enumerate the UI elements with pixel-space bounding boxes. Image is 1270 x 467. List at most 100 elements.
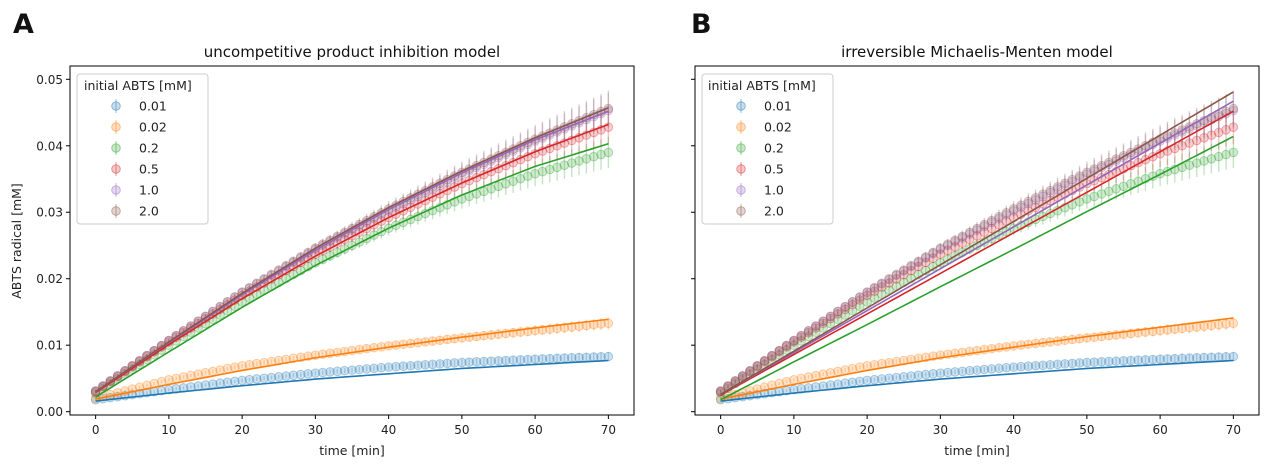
data-point <box>1001 209 1012 220</box>
legend-marker <box>111 143 121 153</box>
legend-marker <box>736 206 746 216</box>
data-point <box>1096 189 1107 199</box>
x-tick-label: 70 <box>601 423 616 437</box>
data-point <box>1067 358 1078 369</box>
data-point <box>972 225 982 235</box>
data-point <box>781 340 792 351</box>
data-point <box>957 238 968 248</box>
data-point <box>244 374 255 385</box>
data-point <box>986 215 997 226</box>
data-point <box>559 160 570 170</box>
data-point <box>596 149 606 160</box>
data-point <box>913 261 924 272</box>
data-point <box>442 358 453 369</box>
data-point <box>928 369 938 379</box>
data-point <box>515 355 526 365</box>
y-axis-label: ABTS radical [mM] <box>9 183 24 299</box>
y-tick-label: 0.05 <box>36 73 63 87</box>
data-point <box>950 235 960 246</box>
data-point <box>862 297 872 307</box>
data-point <box>1177 140 1187 151</box>
data-point <box>920 252 931 262</box>
data-point <box>884 274 894 285</box>
data-point <box>847 305 858 316</box>
data-point <box>435 359 445 369</box>
data-point <box>471 357 482 367</box>
data-point <box>1016 202 1026 213</box>
data-point <box>266 372 277 383</box>
data-point <box>1111 356 1121 366</box>
legend-entry-label: 0.02 <box>764 120 792 135</box>
data-point <box>803 327 814 338</box>
data-point <box>796 336 807 346</box>
data-point <box>935 249 946 259</box>
data-point <box>530 168 540 179</box>
data-point <box>906 261 916 272</box>
data-point <box>935 244 946 255</box>
data-point <box>876 374 887 384</box>
data-point <box>906 260 916 271</box>
data-point <box>1060 178 1070 189</box>
data-point <box>869 374 880 385</box>
legend-marker <box>736 164 746 174</box>
x-tick-label: 60 <box>527 423 542 437</box>
data-point <box>906 371 916 381</box>
data-point <box>1228 103 1239 114</box>
data-point <box>1045 187 1056 198</box>
data-point <box>752 362 763 372</box>
data-point <box>774 347 785 357</box>
data-point <box>789 384 799 395</box>
data-point <box>759 355 770 366</box>
legend-entry-label: 0.01 <box>139 99 167 114</box>
data-point <box>237 375 247 386</box>
data-point <box>1030 360 1041 371</box>
data-point <box>796 332 807 343</box>
data-point <box>603 351 614 362</box>
data-point <box>972 223 982 234</box>
data-point <box>1038 360 1048 371</box>
data-point <box>862 287 872 297</box>
data-point <box>972 365 982 375</box>
panel-b: B irreversible Michaelis-Menten model ti… <box>691 9 1260 458</box>
series-layer <box>90 90 614 405</box>
x-tick-label: 30 <box>308 423 323 437</box>
fit-line-0.2 <box>720 135 1234 401</box>
data-point <box>986 223 997 234</box>
data-point <box>789 340 799 351</box>
data-point <box>1089 357 1099 367</box>
data-point <box>825 313 836 324</box>
data-point <box>942 245 953 256</box>
legend-entry-label: 2.0 <box>139 204 159 219</box>
data-point <box>920 369 931 380</box>
data-point <box>1213 127 1224 138</box>
data-point <box>142 380 152 391</box>
data-point <box>891 372 902 383</box>
fit-line-0.02 <box>95 318 609 400</box>
data-point <box>501 355 511 366</box>
data-point <box>1045 360 1056 370</box>
data-point <box>1038 191 1048 202</box>
data-point <box>942 239 953 250</box>
data-point <box>803 326 814 336</box>
x-tick-label: 60 <box>1152 423 1167 437</box>
data-point <box>1074 197 1085 207</box>
data-point <box>1126 178 1136 189</box>
data-point <box>508 355 518 365</box>
series-1.0 <box>715 92 1239 396</box>
data-point <box>869 282 880 293</box>
data-point <box>986 217 997 228</box>
data-point <box>530 354 540 364</box>
data-point <box>964 229 975 239</box>
fit-line-1.0 <box>720 100 1234 396</box>
data-point <box>1184 160 1195 170</box>
legend-frame <box>701 73 834 225</box>
data-point <box>752 361 763 371</box>
data-point <box>552 162 562 173</box>
data-point <box>964 365 975 376</box>
data-point <box>767 380 777 391</box>
data-point <box>935 243 946 253</box>
x-tick-label: 0 <box>92 423 100 437</box>
data-point <box>950 242 960 252</box>
data-point <box>862 290 872 301</box>
plot-area: 0 10 20 30 40 50 60 70 <box>691 78 1241 437</box>
